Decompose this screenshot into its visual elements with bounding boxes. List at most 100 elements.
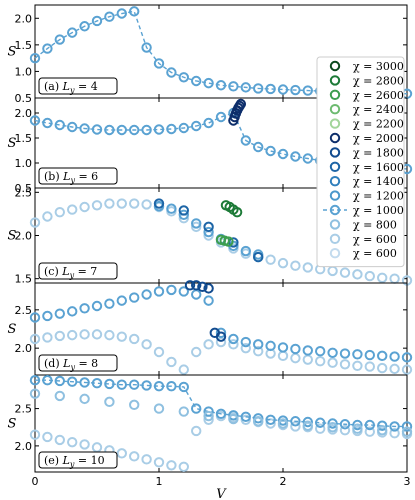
data-point [153, 403, 165, 414]
data-point [191, 289, 202, 300]
data-point [42, 310, 53, 322]
data-point [253, 141, 264, 153]
panel-label-box [38, 262, 118, 280]
panel-label: (d) Ly = 8 [44, 357, 98, 372]
data-point [290, 84, 301, 96]
y-tick-label: 1.5 [15, 39, 33, 52]
data-point [67, 329, 78, 341]
data-point [104, 298, 115, 309]
legend-entry: χ = 1800 [329, 146, 404, 159]
data-point [364, 426, 375, 437]
data-point [178, 381, 190, 393]
data-point [277, 148, 289, 160]
data-point [315, 417, 326, 428]
data-point [364, 349, 375, 361]
panel-label-box [38, 451, 118, 469]
data-point [129, 198, 140, 209]
data-point [228, 410, 239, 421]
y-tick-label: 2.0 [15, 440, 33, 453]
data-point [191, 221, 202, 233]
data-point [129, 292, 140, 303]
data-point [91, 15, 103, 27]
data-point [42, 431, 53, 443]
legend-label: χ = 1400 [353, 175, 404, 188]
data-point [29, 217, 41, 228]
legend-label: χ = 1800 [353, 146, 404, 159]
data-point [277, 342, 289, 353]
data-point [223, 236, 234, 247]
data-point [129, 451, 140, 462]
panel-label-box [38, 354, 118, 372]
series-chi-1600 [153, 198, 264, 263]
data-point [253, 416, 264, 427]
legend-marker [329, 190, 341, 201]
data-point [265, 145, 276, 157]
data-point [141, 289, 152, 300]
legend-label: χ = 3000 [353, 60, 404, 73]
data-point [91, 200, 103, 211]
data-point [277, 84, 289, 95]
data-point [153, 457, 165, 468]
data-point [277, 418, 289, 429]
data-point [184, 280, 196, 291]
data-point [54, 375, 65, 387]
data-point [104, 124, 115, 136]
data-point [191, 75, 202, 87]
data-point [67, 376, 78, 387]
data-point [389, 428, 400, 439]
data-point [290, 151, 301, 162]
data-point [191, 218, 202, 229]
data-point [364, 270, 375, 282]
data-point [377, 362, 388, 374]
data-point [327, 347, 338, 358]
panel-4: 2.0 2.5S (e) Ly = 10 [8, 374, 413, 473]
data-point [29, 388, 41, 399]
data-point [302, 85, 313, 96]
legend-marker [329, 75, 341, 86]
data-point [339, 419, 351, 430]
series-chi-1800 [184, 280, 227, 342]
legend-entry: χ = 1600 [329, 161, 404, 174]
panel-label: (a) Ly = 4 [44, 80, 98, 95]
panel-2: 1.5 2.0 2.5 S (c) Ly = 7 [8, 186, 413, 286]
data-point [327, 265, 338, 277]
data-point [91, 300, 103, 312]
data-point [116, 295, 128, 306]
data-point [153, 124, 165, 135]
y-tick-label: 1.5 [15, 273, 33, 286]
series-line [35, 379, 407, 428]
data-point [339, 425, 351, 436]
data-point [54, 390, 65, 402]
data-point [228, 413, 239, 425]
data-point [253, 83, 264, 94]
data-point [91, 329, 103, 340]
panel-label: (e) Ly = 10 [44, 454, 105, 469]
data-point [129, 124, 140, 136]
data-point [401, 421, 413, 432]
data-point [290, 260, 301, 271]
data-point [166, 203, 177, 214]
data-point [302, 354, 313, 365]
data-point [79, 329, 90, 340]
data-point [389, 421, 400, 432]
data-point [203, 77, 214, 89]
legend-label: χ = 800 [353, 218, 397, 231]
data-point [178, 209, 190, 220]
data-point [116, 198, 128, 209]
data-point [79, 123, 90, 134]
series-chi-2600 [215, 234, 234, 247]
data-point [203, 221, 214, 233]
data-point [290, 421, 301, 432]
data-point [364, 361, 375, 372]
data-point [79, 439, 90, 450]
panel-3: 2.0 2.5 S (d) Ly = 8 [8, 280, 413, 376]
data-point [339, 348, 351, 359]
data-point [191, 280, 202, 291]
data-point [29, 375, 41, 386]
data-point [79, 377, 90, 388]
data-point [389, 351, 400, 362]
y-tick-label: 2.5 [15, 186, 33, 199]
data-point [203, 295, 214, 306]
